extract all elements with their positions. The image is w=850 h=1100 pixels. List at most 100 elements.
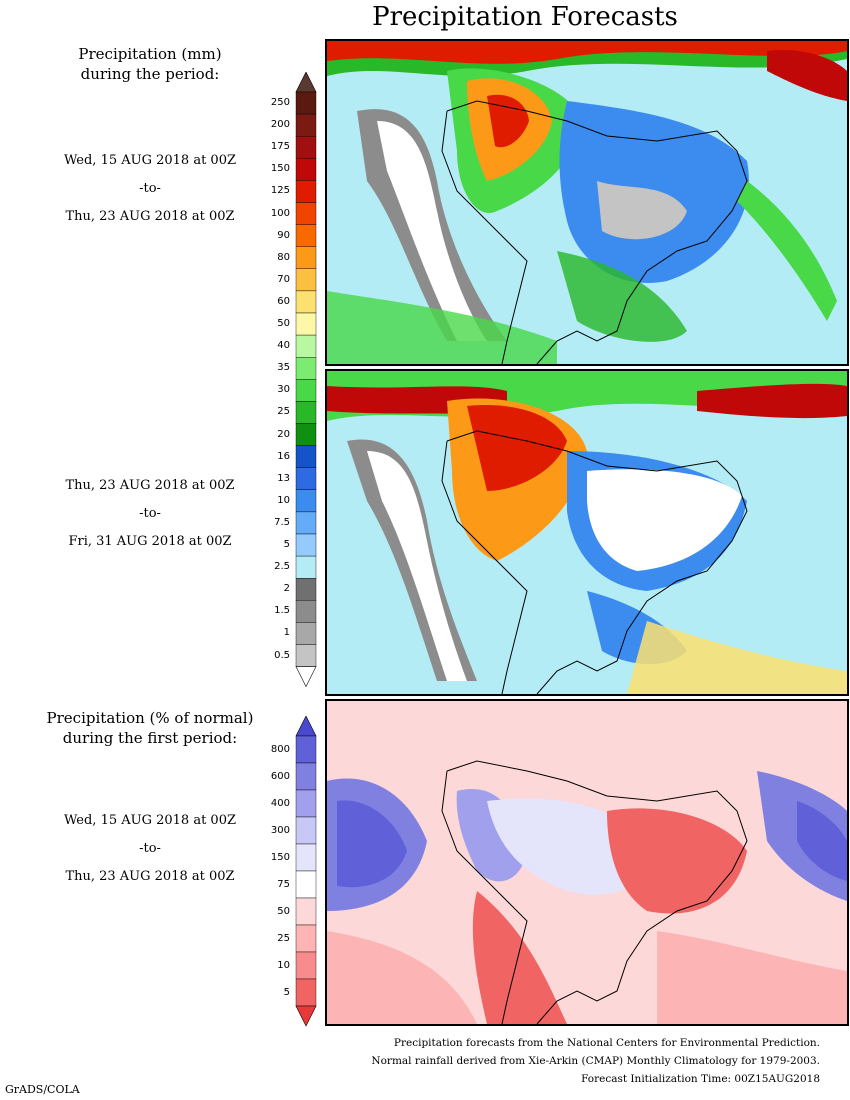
mm-color-cell — [295, 555, 317, 579]
period1-end: Thu, 23 AUG 2018 at 00Z — [65, 209, 235, 224]
mm-tick-label: 50 — [277, 318, 290, 330]
percent-normal-map — [325, 699, 849, 1026]
period3-sep: -to- — [139, 841, 161, 856]
period1-sep: -to- — [139, 181, 161, 196]
pct-top-arrow — [295, 716, 317, 737]
page-title: Precipitation Forecasts — [372, 2, 678, 32]
map2-svg — [327, 371, 847, 694]
pct-color-cell — [295, 735, 317, 764]
pct-tick-label: 10 — [277, 959, 290, 971]
mm-color-cell — [295, 467, 317, 491]
mm-tick-label: 40 — [277, 340, 290, 352]
mm-color-cell — [295, 312, 317, 336]
map3-svg — [327, 701, 847, 1024]
mm-color-cell — [295, 180, 317, 203]
mm-tick-label: 13 — [277, 472, 290, 484]
pct-color-cell — [295, 951, 317, 980]
mm-color-cell — [295, 246, 317, 269]
period3-end: Thu, 23 AUG 2018 at 00Z — [65, 869, 235, 884]
footer-line2: Normal rainfall derived from Xie-Arkin (… — [371, 1055, 820, 1067]
mm-tick-label: 150 — [270, 163, 290, 175]
pct-tick-label: 600 — [270, 770, 290, 782]
mm-color-cell — [295, 158, 317, 181]
period2-sep: -to- — [139, 506, 161, 521]
mm-color-cell — [295, 600, 317, 623]
pct-color-cell — [295, 843, 317, 872]
mm-tick-label: 25 — [277, 406, 290, 418]
mm-color-cell — [295, 290, 317, 314]
mm-tick-label: 5 — [283, 539, 290, 551]
mm-tick-label: 10 — [277, 494, 290, 506]
precip-percent-colorbar: 800 600 400 300 150 75 50 25 10 5 — [262, 716, 322, 1027]
mm-tick-label: 60 — [277, 295, 290, 307]
pct-tick-label: 400 — [270, 797, 290, 809]
mm-color-cell — [295, 644, 317, 667]
mm-color-cell — [295, 379, 317, 402]
mm-tick-label: 175 — [270, 141, 290, 153]
mm-tick-label: 35 — [277, 362, 290, 374]
mm-color-cell — [295, 91, 317, 115]
period2-dates: Thu, 23 AUG 2018 at 00Z -to- Fri, 31 AUG… — [0, 478, 300, 549]
mm-tick-label: 2 — [283, 583, 290, 595]
forecast-map-period2 — [325, 369, 849, 696]
mm-color-cell — [295, 445, 317, 468]
mm-tick-label: 30 — [277, 384, 290, 396]
forecast-map-period1 — [325, 39, 849, 366]
precip-header: Precipitation (mm) during the period: — [0, 44, 300, 84]
pct-color-cell — [295, 789, 317, 818]
footer-line3: Forecast Initialization Time: 00Z15AUG20… — [581, 1073, 820, 1085]
pct-colorbar-svg — [295, 716, 317, 1027]
pct-color-cell — [295, 762, 317, 791]
pct-color-cell — [295, 870, 317, 899]
pct-tick-label: 300 — [270, 824, 290, 836]
mm-tick-label: 1 — [283, 627, 290, 639]
mm-tick-label: 1.5 — [274, 605, 290, 617]
mm-tick-label: 125 — [270, 185, 290, 197]
pct-color-cell — [295, 978, 317, 1007]
mm-color-cell — [295, 489, 317, 513]
mm-color-cell — [295, 423, 317, 446]
mm-tick-label: 16 — [277, 450, 290, 462]
pct-color-cell — [295, 816, 317, 845]
pct-tick-label: 150 — [270, 851, 290, 863]
pct-tick-label: 75 — [277, 878, 290, 890]
footer-credits: Precipitation forecasts from the Nationa… — [371, 1034, 820, 1088]
mm-tick-label: 90 — [277, 229, 290, 241]
mm-bottom-arrow — [295, 666, 317, 688]
mm-tick-label: 2.5 — [274, 561, 290, 573]
pct-header: Precipitation (% of normal) during the f… — [0, 708, 300, 748]
pct-color-cell — [295, 897, 317, 926]
mm-color-cell — [295, 224, 317, 247]
map1-svg — [327, 41, 847, 364]
mm-tick-label: 100 — [270, 207, 290, 219]
mm-tick-label: 20 — [277, 428, 290, 440]
period1-dates: Wed, 15 AUG 2018 at 00Z -to- Thu, 23 AUG… — [0, 153, 300, 224]
precip-mm-colorbar: 250 200 175 150 125 100 90 80 70 60 50 40 35 30 25 20 16… — [262, 72, 322, 688]
pct-tick-label: 5 — [283, 986, 290, 998]
grads-credit: GrADS/COLA — [5, 1083, 80, 1096]
period1-start: Wed, 15 AUG 2018 at 00Z — [63, 153, 236, 168]
mm-color-cell — [295, 268, 317, 292]
period3-start: Wed, 15 AUG 2018 at 00Z — [63, 813, 236, 828]
mm-tick-label: 200 — [270, 119, 290, 131]
mm-tick-label: 70 — [277, 273, 290, 285]
mm-color-cell — [295, 135, 317, 159]
pct-bottom-arrow — [295, 1005, 317, 1027]
mm-color-cell — [295, 202, 317, 225]
pct-header-line2: during the first period: — [62, 729, 238, 747]
mm-color-cell — [295, 401, 317, 424]
mm-color-cell — [295, 334, 317, 358]
mm-colorbar-svg — [295, 72, 317, 688]
pct-tick-label: 25 — [277, 932, 290, 944]
mm-tick-label: 7.5 — [274, 516, 290, 528]
period3-dates: Wed, 15 AUG 2018 at 00Z -to- Thu, 23 AUG… — [0, 813, 300, 884]
period2-end: Fri, 31 AUG 2018 at 00Z — [68, 534, 232, 549]
mm-color-cell — [295, 357, 317, 380]
mm-color-cell — [295, 533, 317, 557]
pct-tick-label: 50 — [277, 905, 290, 917]
period2-start: Thu, 23 AUG 2018 at 00Z — [65, 478, 235, 493]
precip-header-line1: Precipitation (mm) — [78, 45, 222, 63]
pct-tick-label: 800 — [270, 743, 290, 755]
mm-tick-label: 0.5 — [274, 649, 290, 661]
mm-color-cell — [295, 511, 317, 535]
